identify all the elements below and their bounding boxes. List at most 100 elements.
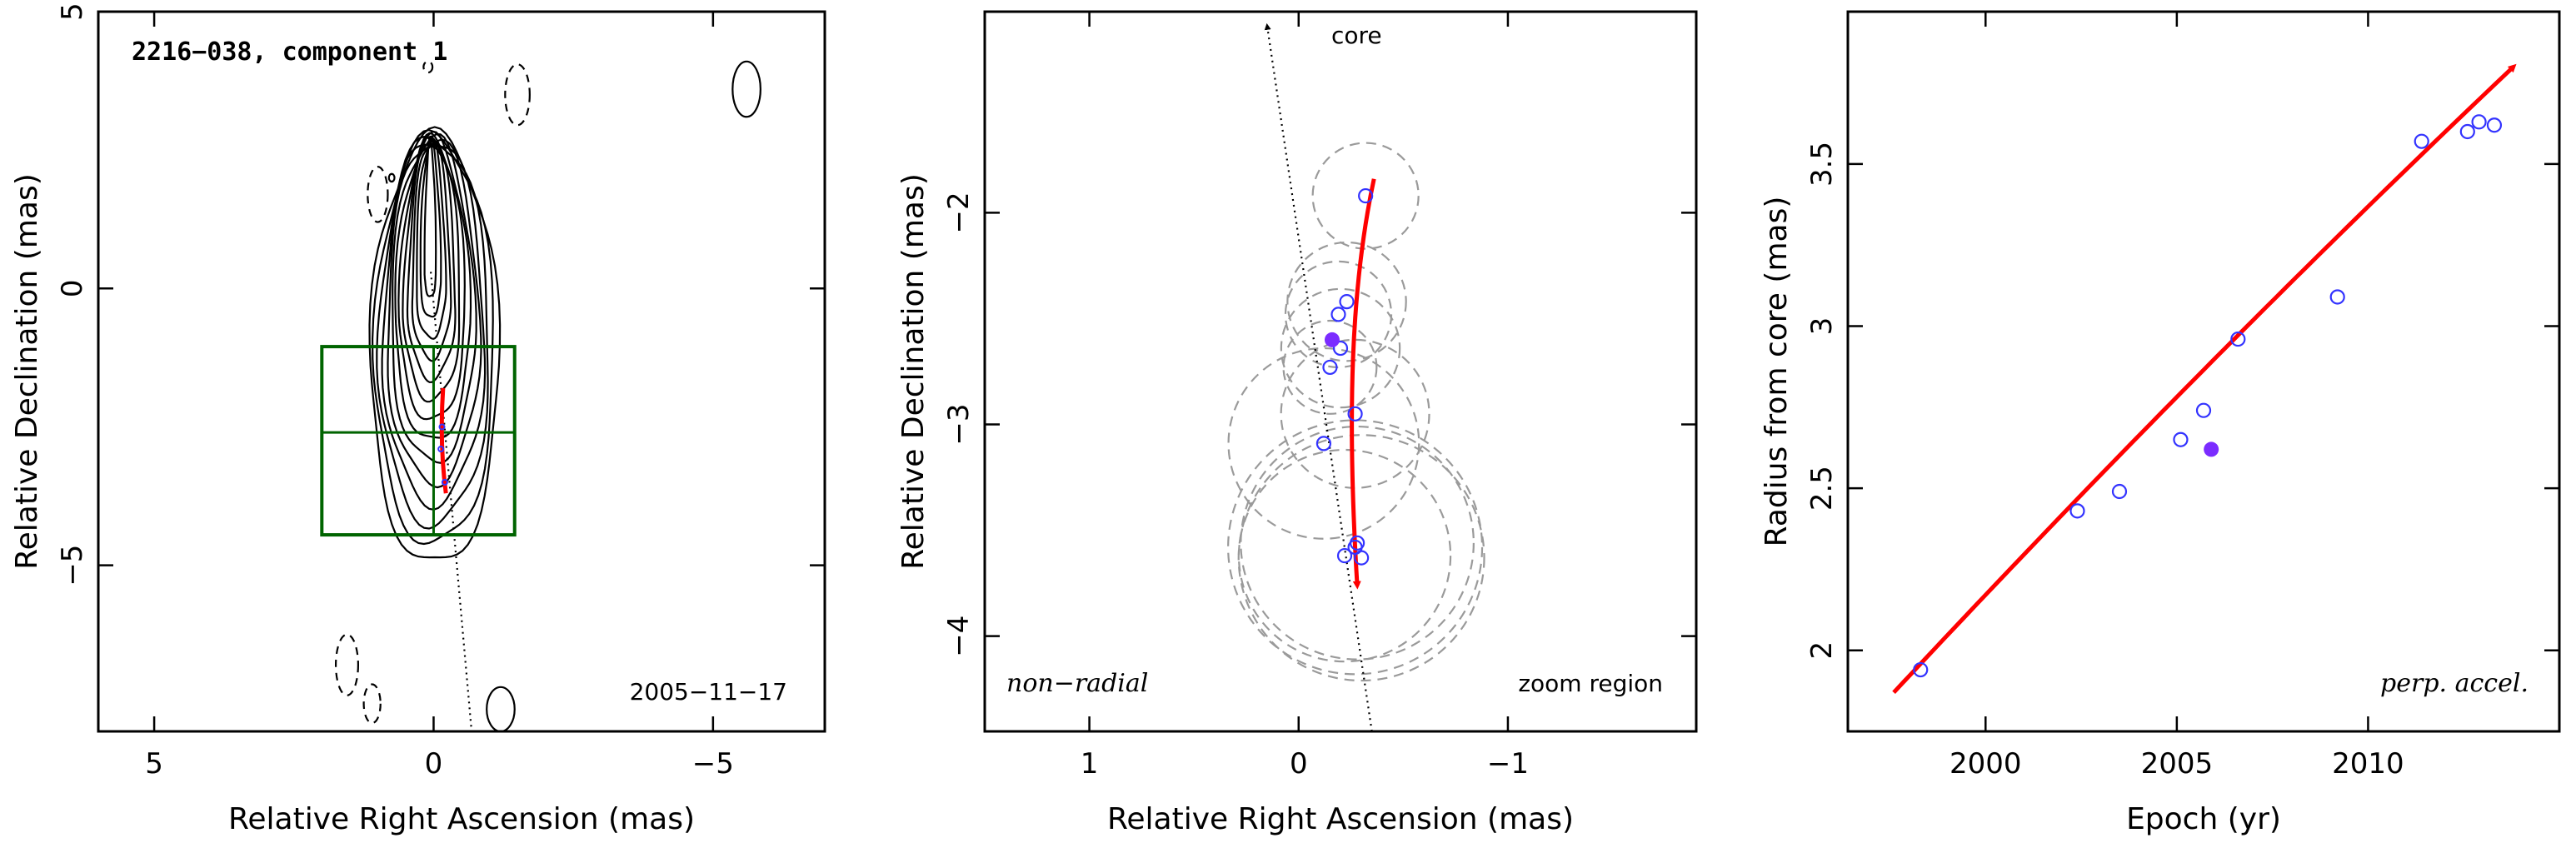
data-point [2414, 133, 2429, 149]
component-size-circle [1311, 142, 1420, 250]
panel-1-frame [97, 10, 826, 733]
contour-level [416, 137, 447, 340]
y-tick-label: −5 [56, 545, 89, 586]
data-point [2173, 431, 2189, 447]
component-point [1332, 340, 1349, 357]
component-point [438, 423, 446, 431]
component-size-circle [1286, 241, 1407, 362]
panel-2-annotation-right: zoom region [1518, 670, 1663, 697]
contour-blob [367, 165, 389, 223]
x-tick-label: 2000 [1949, 747, 2022, 781]
y-tick-label: 5 [56, 2, 89, 21]
panel-3-radius-vs-epoch: 2000 2005 2010 2 2.5 3 3.5 perp. accel. Epoch … [1760, 10, 2561, 836]
x-tick-label: 2005 [2141, 747, 2214, 781]
component-point [1336, 547, 1353, 564]
contour-blob [334, 633, 360, 696]
contour-map [334, 60, 761, 733]
component-point [437, 446, 445, 453]
contour-level [368, 126, 502, 559]
panel-3-annotation: perp. accel. [2380, 669, 2529, 698]
data-point [2069, 503, 2085, 519]
data-point [2329, 289, 2345, 305]
component-point [1347, 406, 1363, 422]
contour-level [392, 132, 477, 464]
contour-level [381, 143, 487, 511]
contour-level [387, 138, 482, 489]
data-point [2195, 402, 2212, 418]
contour-blob [362, 683, 382, 725]
panel-2-ticks: 1 0 −1 −4 −3 −2 [942, 12, 1696, 781]
component-size-circle [1280, 287, 1401, 409]
y-tick-label: −2 [942, 192, 976, 233]
contour-level [406, 143, 457, 383]
panel-3-xlabel: Epoch (yr) [2126, 802, 2281, 836]
jet-direction-line [430, 272, 473, 732]
panel-1-overlays [320, 272, 517, 732]
contour-blob [422, 60, 434, 74]
x-tick-label: 0 [425, 747, 443, 781]
component-size-circle [1240, 425, 1475, 661]
component-point [1354, 550, 1370, 566]
fit-curve [1892, 63, 2517, 695]
panel-3-ylabel: Radius from core (mas) [1760, 197, 1794, 547]
core-label: core [1331, 22, 1382, 49]
component-point [1322, 359, 1338, 376]
component-point [1358, 187, 1374, 204]
y-tick-label: −4 [942, 616, 976, 657]
motion-path [1350, 178, 1376, 590]
panel-2-xlabel: Relative Right Ascension (mas) [1107, 802, 1574, 836]
panel-1-title: 2216−038, component 1 [132, 37, 447, 67]
panel-1-date: 2005−11−17 [630, 678, 787, 706]
panel-3-frame [1846, 10, 2561, 733]
contour-blob [486, 686, 516, 733]
panel-2-frame [983, 10, 1698, 733]
panel-3-points [1913, 114, 2503, 678]
contour-blob [387, 172, 396, 183]
component-size-circle [1227, 347, 1420, 540]
panel-2-points [1315, 187, 1374, 566]
data-point [2111, 483, 2128, 500]
panel-2-ylabel: Relative Declination (mas) [896, 173, 931, 570]
contour-level [423, 136, 437, 297]
y-tick-label: 2 [1805, 641, 1839, 660]
y-tick-label: 0 [56, 279, 89, 297]
panel-2-zoom-region: 1 0 −1 −4 −3 −2 core non−radial zoom region R… [896, 10, 1698, 836]
panel-1-xlabel: Relative Right Ascension (mas) [228, 802, 695, 836]
y-tick-label: 3.5 [1805, 142, 1839, 187]
x-tick-label: −5 [692, 747, 734, 781]
x-tick-label: 2010 [2332, 747, 2404, 781]
component-size-circle [1282, 319, 1378, 415]
x-tick-label: 5 [145, 747, 163, 781]
data-point [2486, 117, 2503, 133]
filled-point [2204, 441, 2219, 457]
panel-1-ticks: 5 0 −5 −5 0 5 [56, 2, 825, 781]
motion-path [439, 387, 448, 494]
component-size-circle [1237, 434, 1485, 682]
panel-3-fit [1892, 63, 2517, 695]
component-size-circle [1237, 448, 1452, 663]
data-point [2230, 331, 2246, 347]
component-size-circle [1227, 419, 1484, 676]
panel-2-overlays [1264, 22, 1376, 732]
core-direction-line [1264, 22, 1373, 732]
data-point [2459, 123, 2475, 140]
zoom-box [320, 345, 517, 537]
component-point [1330, 307, 1346, 322]
contour-level [402, 137, 461, 403]
filled-point [1324, 332, 1340, 347]
component-point [441, 478, 448, 486]
panel-1-ylabel: Relative Declination (mas) [10, 173, 44, 570]
y-tick-label: 3 [1805, 317, 1839, 336]
component-point [1315, 436, 1332, 451]
data-point [2471, 114, 2487, 130]
x-tick-label: 1 [1081, 747, 1099, 781]
contour-level [376, 135, 489, 530]
component-point [1339, 294, 1355, 310]
panel-2-annotation-left: non−radial [1006, 669, 1148, 698]
panel-1-contour-map: 5 0 −5 −5 0 5 2216−038, component 1 2005−11−1… [10, 2, 826, 836]
x-tick-label: −1 [1487, 747, 1529, 781]
component-size-circles [1227, 142, 1485, 682]
contour-level [419, 135, 442, 318]
panel-3-ticks: 2000 2005 2010 2 2.5 3 3.5 [1805, 12, 2559, 781]
